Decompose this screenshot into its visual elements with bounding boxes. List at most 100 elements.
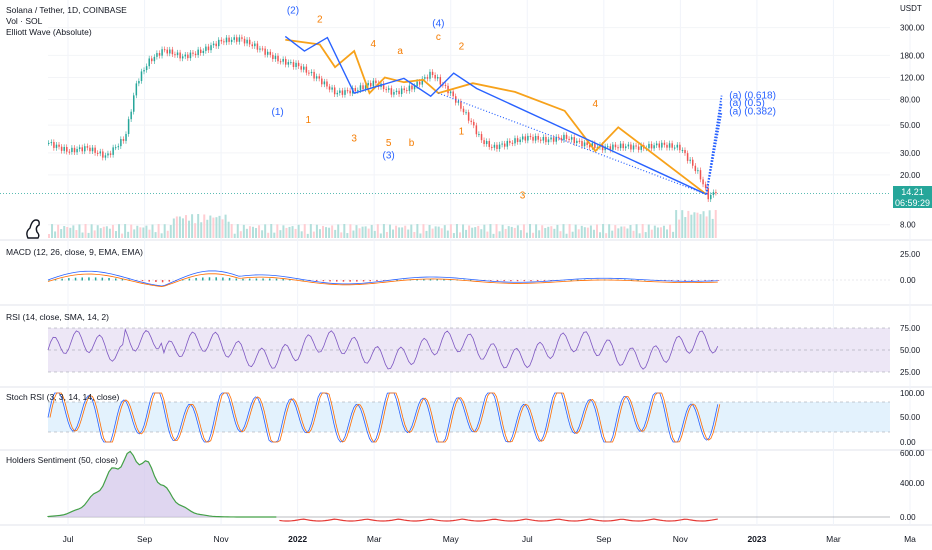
candle-body bbox=[524, 136, 527, 141]
macd-label[interactable]: MACD (12, 26, close, 9, EMA, EMA) bbox=[6, 247, 143, 257]
candle-body bbox=[341, 90, 344, 95]
price-tick-label: 120.00 bbox=[900, 73, 925, 82]
candle-body bbox=[107, 153, 109, 156]
volume-bar bbox=[169, 225, 172, 238]
volume-bar bbox=[255, 228, 258, 238]
candle-body bbox=[194, 53, 197, 56]
volume-bar bbox=[532, 232, 535, 238]
volume-bar bbox=[358, 228, 361, 238]
volume-bar bbox=[221, 219, 224, 238]
macd-histogram-bar bbox=[88, 277, 90, 281]
candle-body bbox=[199, 49, 202, 53]
candle-body bbox=[637, 146, 640, 150]
candle-body bbox=[673, 147, 676, 149]
candle-body bbox=[416, 81, 418, 87]
macd-histogram-bar bbox=[188, 278, 191, 281]
price-axis: USDT 300.00 180.00 120.00 80.00 50.00 30.00 20.… bbox=[900, 4, 925, 522]
volume-bar bbox=[455, 224, 458, 238]
volume-bar bbox=[258, 225, 261, 238]
volume-bar bbox=[78, 224, 81, 238]
volume-bar bbox=[331, 225, 334, 238]
candle-body bbox=[509, 140, 511, 143]
macd-histogram-bar bbox=[369, 280, 371, 282]
x-tick-label: Sep bbox=[137, 534, 152, 544]
x-tick-label: 2022 bbox=[288, 534, 307, 544]
volume-bar bbox=[687, 210, 690, 238]
holders-sentiment-label[interactable]: Holders Sentiment (50, close) bbox=[6, 455, 118, 465]
macd-histogram-bar bbox=[208, 277, 211, 281]
chart-legend: Solana / Tether, 1D, COINBASE Vol · SOL … bbox=[6, 5, 127, 38]
candle-body bbox=[364, 85, 367, 90]
candle-body bbox=[467, 112, 470, 121]
symbol-title[interactable]: Solana / Tether, 1D, COINBASE bbox=[6, 5, 127, 15]
stoch-rsi-label[interactable]: Stoch RSI (3, 3, 14, 14, close) bbox=[6, 392, 120, 402]
volume-indicator-label[interactable]: Vol · SOL bbox=[6, 16, 43, 26]
candle-body bbox=[346, 90, 349, 92]
candle-body bbox=[702, 179, 704, 185]
volume-bar bbox=[105, 226, 108, 238]
volume-bar bbox=[157, 224, 160, 238]
macd-histogram-bar bbox=[523, 280, 526, 282]
volume-bar bbox=[172, 218, 175, 238]
volume-bar bbox=[370, 224, 373, 238]
macd-histogram-bar bbox=[235, 278, 238, 281]
candle-body bbox=[66, 147, 68, 152]
candle-body bbox=[357, 90, 359, 92]
volume-bar bbox=[574, 224, 577, 238]
elliott-wave-labels: (2)2(1)14a(4)c23 5 b(3)143(a) (0.618)(a) (… bbox=[272, 5, 776, 201]
elliott-wave-label[interactable]: Elliott Wave (Absolute) bbox=[6, 27, 92, 37]
volume-bar bbox=[312, 231, 315, 238]
volume-bar bbox=[200, 222, 203, 238]
candle-body bbox=[215, 43, 217, 47]
candle-body bbox=[462, 108, 465, 113]
candle-body bbox=[607, 146, 609, 148]
volume-bar bbox=[483, 224, 486, 238]
volume-bar bbox=[121, 233, 124, 238]
candle-body bbox=[158, 53, 161, 56]
macd-histogram-bar bbox=[54, 279, 57, 281]
x-tick-label: Sep bbox=[596, 534, 611, 544]
candle-body bbox=[308, 72, 310, 74]
wave-line-blue bbox=[284, 35, 707, 195]
volume-bar bbox=[178, 216, 181, 238]
candle-body bbox=[704, 184, 707, 189]
volume-bar bbox=[81, 232, 84, 238]
macd-histogram-bar bbox=[416, 279, 418, 281]
candle-body bbox=[181, 56, 184, 59]
candle-body bbox=[426, 77, 429, 79]
macd-histogram-bar bbox=[536, 280, 539, 282]
wave-connector-orange bbox=[617, 126, 707, 195]
volume-bar bbox=[96, 225, 99, 238]
x-tick-label: May bbox=[443, 534, 460, 544]
candle-body bbox=[256, 43, 259, 50]
candle-body bbox=[699, 170, 702, 180]
candle-body bbox=[284, 58, 287, 65]
projection-line bbox=[705, 95, 723, 195]
candle-body bbox=[442, 84, 444, 86]
candle-body bbox=[550, 137, 552, 140]
candle-body bbox=[238, 37, 241, 42]
wave-label: 5 bbox=[386, 138, 392, 149]
volume-bar bbox=[446, 230, 449, 238]
candle-body bbox=[326, 81, 328, 87]
rsi-label[interactable]: RSI (14, close, SMA, 14, 2) bbox=[6, 312, 109, 322]
volume-bar bbox=[194, 223, 197, 238]
volume-bar bbox=[413, 231, 416, 238]
volume-bar bbox=[373, 230, 376, 238]
volume-bar bbox=[355, 225, 358, 238]
volume-bar bbox=[486, 231, 489, 238]
volume-bar bbox=[139, 227, 142, 238]
volume-bar bbox=[145, 225, 148, 238]
candle-body bbox=[460, 101, 462, 109]
volume-bar bbox=[136, 225, 139, 238]
candle-body bbox=[189, 52, 192, 59]
volume-bar bbox=[337, 224, 340, 238]
macd-histogram-bar bbox=[490, 280, 492, 281]
candle-body bbox=[210, 45, 212, 51]
volume-bar bbox=[599, 232, 602, 238]
volume-bar bbox=[388, 224, 391, 238]
candle-body bbox=[434, 74, 436, 79]
candle-body bbox=[421, 78, 424, 85]
candle-body bbox=[212, 43, 215, 46]
